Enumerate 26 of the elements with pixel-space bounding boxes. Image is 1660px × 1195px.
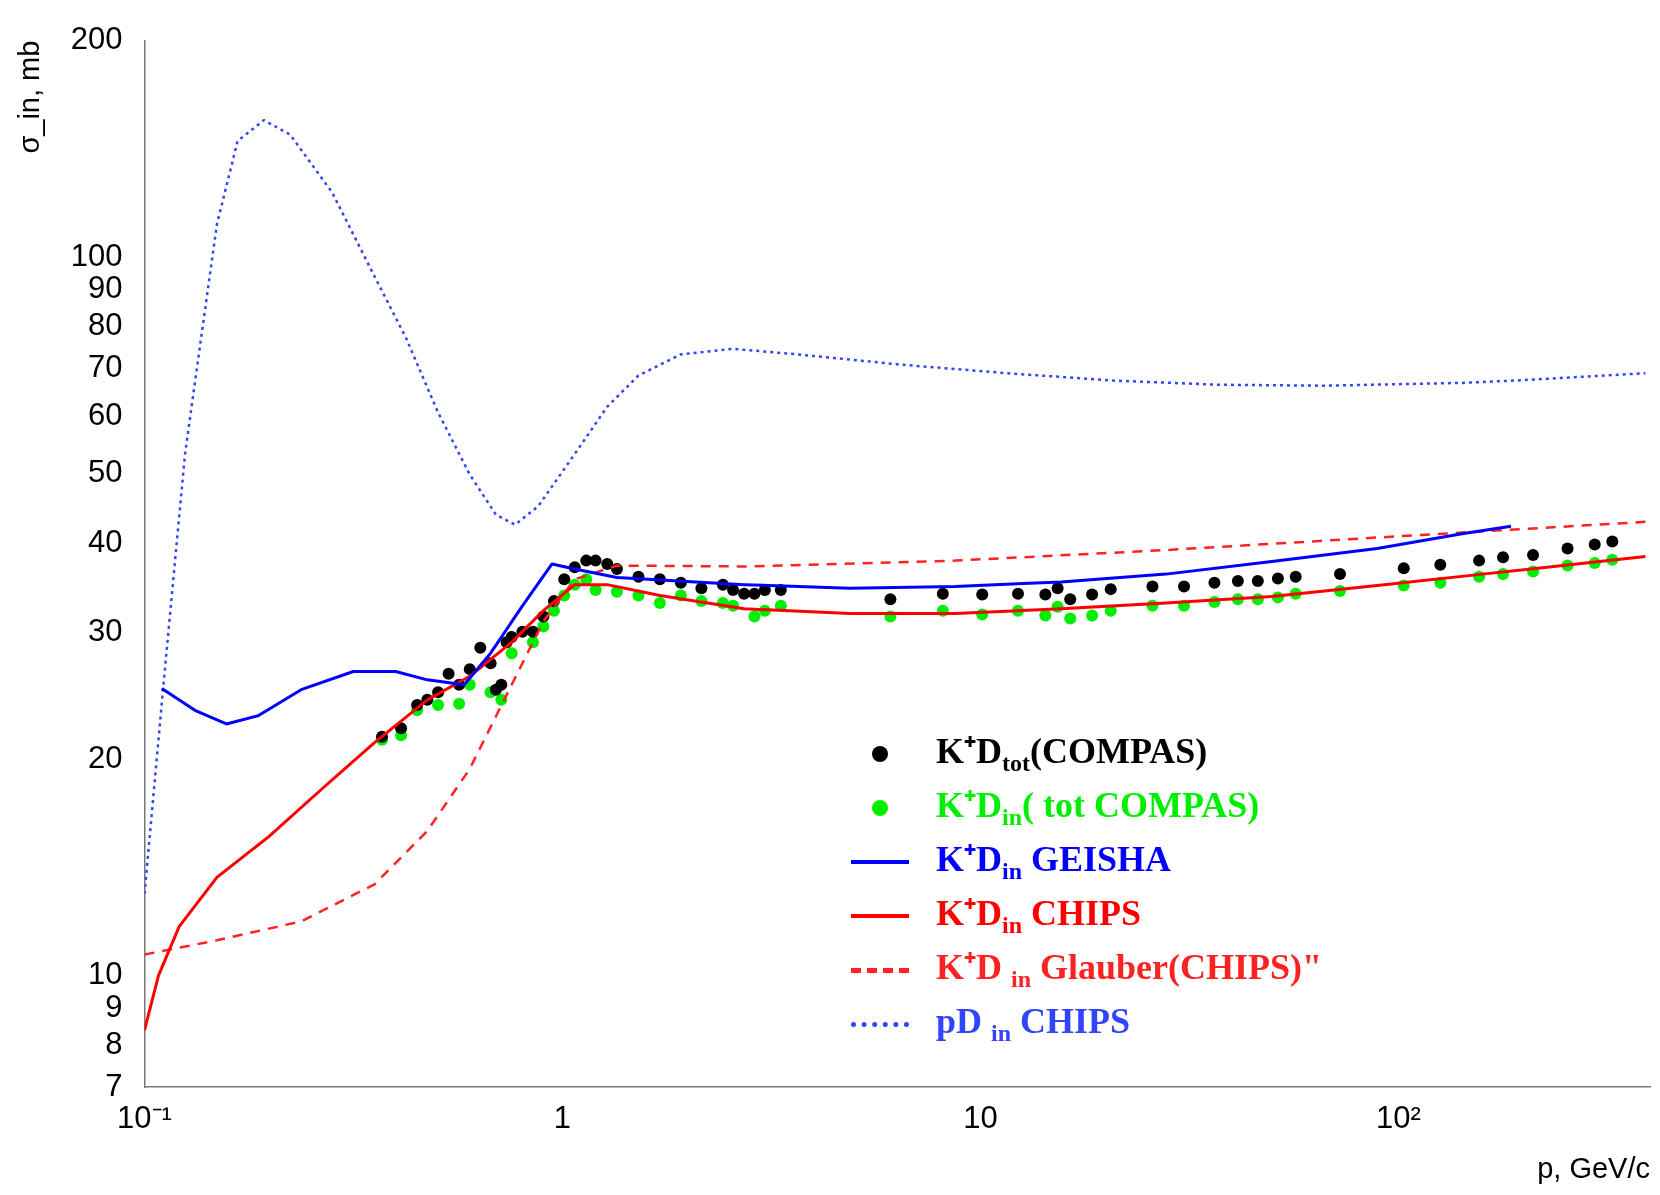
legend-label: K⁺D$_{in}$ CHIPS xyxy=(936,892,1142,941)
legend-label: K⁺D$_{tot}$(COMPAS) xyxy=(936,730,1208,779)
y-tick-label: 9 xyxy=(105,989,123,1025)
y-tick-label: 80 xyxy=(88,307,123,343)
x-axis-title: p, GeV/c xyxy=(1537,1151,1650,1184)
legend-label: K⁺D$_{in}$( tot COMPAS) xyxy=(936,784,1260,833)
x-tick-label: 1 xyxy=(553,1100,572,1136)
y-tick-label: 100 xyxy=(70,237,123,273)
y-tick-label: 60 xyxy=(88,396,123,432)
y-tick-label: 50 xyxy=(88,453,123,489)
y-tick-label: 90 xyxy=(88,270,123,306)
y-tick-label: 8 xyxy=(105,1025,123,1061)
y-tick-label: 30 xyxy=(88,613,123,649)
x-tick-label: 10 xyxy=(963,1100,998,1136)
legend-label: K⁺D $_{in}$ Glauber(CHIPS)" xyxy=(936,946,1323,995)
legend-label: pD $_{in}$ CHIPS xyxy=(936,1000,1131,1049)
y-axis-title: σ_in, mb xyxy=(13,40,46,154)
y-tick-label: 7 xyxy=(105,1067,123,1103)
x-tick-label: 10² xyxy=(1375,1100,1421,1136)
y-tick-label: 70 xyxy=(88,348,123,384)
y-tick-label: 20 xyxy=(88,739,123,775)
y-tick-label: 40 xyxy=(88,523,123,559)
y-tick-label: 200 xyxy=(70,21,123,57)
legend-label: K⁺D$_{in}$ GEISHA xyxy=(936,838,1172,887)
y-tick-label: 10 xyxy=(88,956,123,992)
x-tick-label: 10⁻¹ xyxy=(117,1100,172,1136)
